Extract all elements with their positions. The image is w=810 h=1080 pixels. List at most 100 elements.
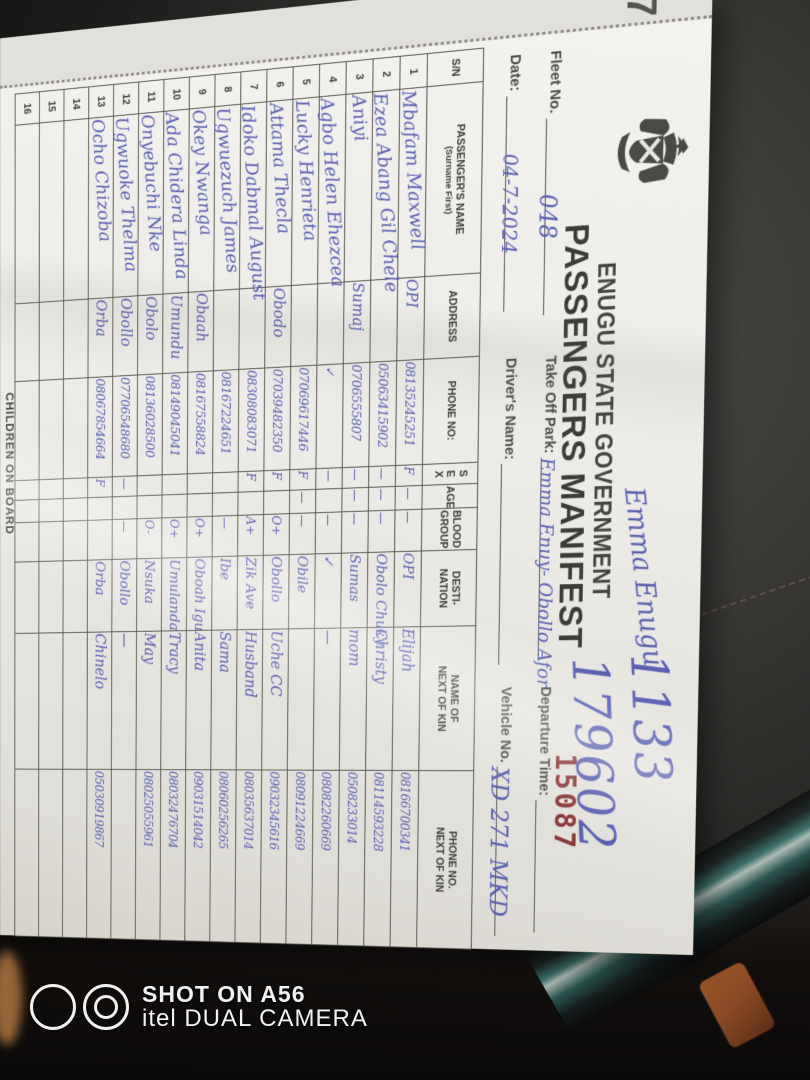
cell-destination: Sumas [340, 552, 368, 629]
cell-sn: 2 [372, 56, 401, 92]
manifest-table-body: 1 Mbafam Maxwell OPI 08135245251 F — — O… [14, 53, 429, 948]
cell-phone: 08067854664 [87, 376, 113, 478]
cell-sex-text: F [269, 471, 284, 481]
cell-age: — [395, 485, 423, 511]
cell-address: Orba [87, 297, 113, 378]
cell-next-of-kin: Chinelo [86, 631, 112, 770]
cell-age [87, 496, 113, 521]
cell-destination-text: Nsuka [141, 559, 159, 605]
cell-address [15, 302, 40, 382]
fleet-value: 048 [533, 192, 563, 240]
cell-destination-text: ✓ [320, 554, 338, 567]
cell-phone-text: 07706548680 [117, 376, 133, 459]
cell-next-of-kin-text: Tracy [166, 632, 184, 674]
cell-phone: 08167558824 [187, 370, 214, 474]
cell-blood-group: — [212, 515, 238, 557]
cell-blood-group-text: — [117, 520, 131, 533]
cell-address-text: Obollo [118, 297, 136, 348]
cell-phone: 08308083071 [238, 368, 265, 472]
cell-next-of-kin-phone-text: 08091224669 [292, 771, 307, 851]
cell-name: Onyebuchi Nke [137, 111, 167, 296]
children-on-board-label: CHILDREN ON BOARD [3, 392, 17, 535]
cell-age [38, 498, 64, 523]
cell-address-text: OPI [403, 278, 422, 309]
header-passenger-name-sub: (Surname First) [442, 145, 455, 215]
cell-sex: F [238, 470, 264, 493]
cell-sn: 9 [189, 74, 216, 110]
cell-sex: F [395, 464, 423, 487]
cell-destination-text: Sumas [346, 553, 365, 603]
vehicle-no-label: Vehicle No. [496, 686, 515, 763]
cell-name-text: Onyebuchi Nke [137, 112, 167, 254]
cell-next-of-kin-text: mom [345, 629, 365, 667]
cell-sn-text: 8 [222, 85, 234, 93]
handwritten-park-note: Emma Enugu [617, 485, 670, 669]
cell-destination: Orba [87, 559, 113, 633]
cell-phone: 08149045041 [162, 372, 188, 475]
cell-sn-text: 2 [380, 70, 393, 78]
cell-name-text: Okey Nwanga [188, 108, 217, 237]
cell-name [15, 123, 40, 304]
cell-address: Umundu [162, 292, 189, 374]
cell-name-text: Attama Thecla [265, 100, 295, 236]
cell-blood-group [63, 520, 88, 561]
cell-blood-group: O+ [186, 516, 213, 558]
cell-next-of-kin-phone-text: 08166700341 [396, 771, 413, 852]
cell-phone [14, 380, 40, 481]
header-destination: DESTI- NATION [420, 549, 477, 627]
cell-age [161, 494, 188, 518]
cell-phone: 08135245251 [395, 359, 424, 466]
manifest-table: S/N PASSENGER'S NAME (Surname First) ADD… [14, 48, 484, 950]
cell-destination-text: Ibe [217, 557, 234, 581]
table-row: 12 Ugwuoke Thelma Obollo 07706548680 — —… [110, 82, 141, 940]
cell-phone: 0706555807 [342, 362, 370, 468]
cell-blood-group: — [394, 509, 422, 552]
cell-sn-text: 7 [248, 83, 260, 91]
cell-sn: 14 [63, 86, 89, 121]
cell-phone: 08136028500 [137, 373, 163, 476]
cell-blood-group-text: — [217, 516, 232, 530]
cell-sn: 6 [266, 66, 294, 102]
cell-phone: 05063415902 [368, 360, 397, 467]
table-header-row: S/N PASSENGER'S NAME (Surname First) ADD… [416, 48, 484, 950]
cell-next-of-kin-text: Anita [191, 631, 209, 672]
cell-sn: 15 [39, 89, 65, 124]
cell-address: Obolo [137, 294, 163, 375]
cell-sn-text: 15 [46, 100, 57, 113]
table-row: 10 Ada Chidera Linda Umundu 08149045041 … [159, 77, 192, 941]
cell-blood-group: — [315, 511, 342, 554]
cell-sex: — [112, 475, 138, 497]
cell-address [63, 299, 89, 380]
cell-destination [38, 560, 64, 634]
cell-blood-group-text: O+ [167, 518, 181, 539]
cell-name-text: Agbo Helen Ehezcea [316, 96, 349, 289]
cell-age-text: — [347, 489, 362, 502]
cell-destination: Umulanda [161, 557, 187, 632]
cell-name: Idoko Dabmal August [238, 101, 270, 301]
cell-next-of-kin-phone-text: 08082260669 [318, 771, 333, 851]
cell-address [290, 283, 318, 367]
cell-sex: — [368, 465, 396, 488]
take-off-park-value: Emma Enuy- Obollo Afor [532, 457, 558, 688]
cell-name: Okey Nwanga [188, 106, 217, 293]
cell-next-of-kin: Tracy [160, 630, 187, 770]
table-row: 16 [14, 91, 40, 937]
cell-address-text: Umundu [168, 293, 186, 360]
cell-sex [14, 479, 40, 501]
cell-sn-text: 10 [171, 87, 183, 101]
vehicle-no-field: Vehicle No. XD 271 MKD [484, 686, 515, 937]
cell-next-of-kin: Husband [236, 629, 263, 770]
cell-next-of-kin-phone-text: 08035637014 [241, 771, 256, 850]
cell-next-of-kin: Christy [365, 627, 394, 771]
cell-sn: 10 [163, 77, 190, 112]
cell-next-of-kin-phone-text: 08025055961 [140, 770, 155, 848]
cell-destination: Obollo [111, 558, 137, 632]
cell-age: — [368, 486, 396, 511]
cell-age [315, 488, 343, 513]
cell-destination [63, 560, 88, 633]
header-next-of-kin: NAME OF NEXT OF KIN [418, 625, 476, 771]
fleet-label: Fleet No. [546, 49, 565, 115]
cell-age [187, 493, 213, 518]
cell-phone [39, 379, 64, 480]
nigeria-coat-of-arms-icon [603, 103, 696, 199]
